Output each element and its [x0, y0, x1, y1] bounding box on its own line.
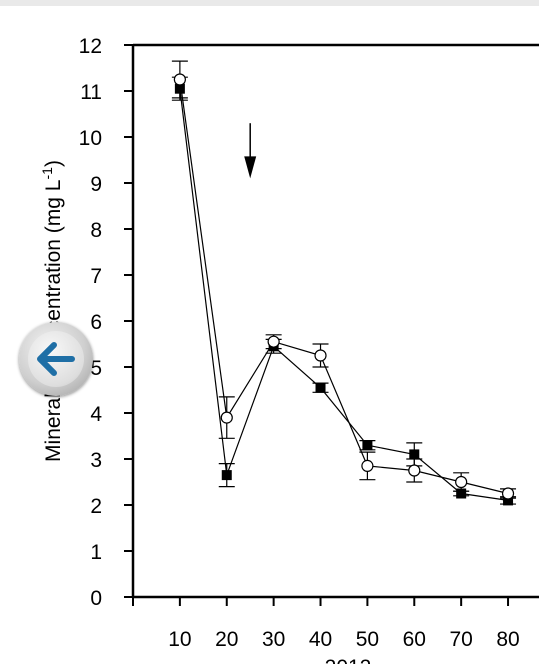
x-tick-label: 10 [168, 628, 191, 651]
top-band [0, 0, 539, 6]
y-tick-label: 2 [90, 495, 102, 518]
back-button-inner [28, 331, 84, 387]
data-point [501, 487, 515, 500]
annotation-arrow-head [244, 156, 257, 179]
series-0 [171, 76, 517, 506]
data-point [314, 349, 327, 362]
y-tick-label: 4 [90, 403, 102, 426]
x-tick-label: 50 [356, 628, 379, 651]
y-axis-title: Mineral-N concentration (mg L-1) [39, 160, 65, 462]
y-tick-label: 11 [80, 81, 102, 104]
data-point [503, 495, 514, 506]
left-arrow-icon [37, 342, 75, 376]
data-point [173, 73, 186, 86]
y-axis-title-superscript: -1 [39, 167, 55, 180]
series-line [179, 79, 509, 495]
x-tick-label: 40 [309, 628, 332, 651]
data-point [220, 411, 233, 424]
y-tick-label: 0 [90, 587, 102, 610]
y-tick-label: 12 [79, 35, 102, 58]
y-tick-label: 3 [90, 449, 102, 472]
data-point [361, 459, 374, 472]
data-point [267, 335, 280, 348]
back-button[interactable] [19, 322, 93, 396]
x-tick-label: 80 [496, 628, 519, 651]
x-tick-label: 70 [449, 628, 472, 651]
data-point [315, 382, 326, 393]
data-point [362, 440, 373, 451]
y-tick-label: 10 [79, 127, 102, 150]
data-point [409, 449, 420, 460]
x-tick-label: 20 [215, 628, 238, 651]
y-tick-label: 1 [90, 541, 102, 564]
x-tick-label: 30 [262, 628, 285, 651]
data-point [456, 488, 467, 499]
y-tick-label: 8 [90, 219, 102, 242]
series-1 [171, 60, 517, 500]
x-axis-title: 2012 [325, 656, 372, 664]
y-tick-label: 6 [90, 311, 102, 334]
y-tick-label: 5 [90, 357, 102, 380]
series-line [179, 88, 509, 501]
data-point [408, 464, 421, 477]
x-tick-label: 60 [403, 628, 426, 651]
data-point [221, 470, 232, 481]
y-tick-label: 7 [90, 265, 102, 288]
y-tick-label: 9 [90, 173, 102, 196]
data-point [455, 475, 468, 489]
